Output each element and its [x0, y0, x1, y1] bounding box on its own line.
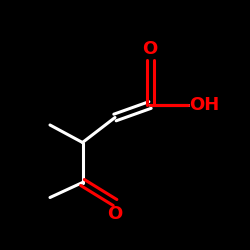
Text: OH: OH — [189, 96, 219, 114]
Text: O: O — [108, 205, 122, 223]
Text: O: O — [142, 40, 158, 58]
